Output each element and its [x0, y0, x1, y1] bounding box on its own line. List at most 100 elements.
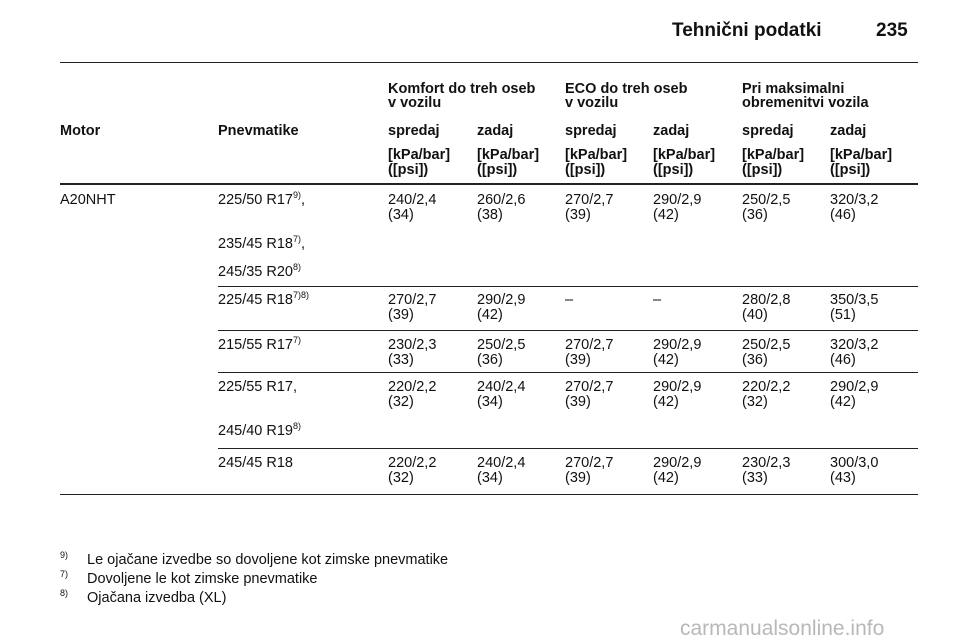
footnote-ref: 7): [292, 234, 301, 244]
rule: [218, 372, 918, 373]
pressure: (36): [742, 352, 768, 368]
pressure: (39): [565, 352, 591, 368]
column-header: Pnevmatike: [218, 123, 299, 139]
column-header: spredaj: [565, 123, 617, 139]
column-header: zadaj: [830, 123, 867, 139]
pressure: –: [565, 292, 574, 308]
pressure: (32): [388, 394, 414, 410]
pressure: 320/3,2: [830, 337, 879, 353]
footnote-mark: 8): [60, 588, 69, 598]
pressure: 290/2,9: [653, 192, 702, 208]
pressure: 290/2,9: [653, 379, 702, 395]
column-header: spredaj: [388, 123, 440, 139]
page-title: Tehnični podatki: [672, 20, 822, 41]
footnote-ref: 7)8): [292, 290, 309, 300]
tire: 245/35 R208): [218, 262, 301, 280]
pressure: 270/2,7: [388, 292, 437, 308]
pressure: (42): [653, 470, 679, 486]
group-header: v vozilu: [565, 95, 619, 111]
pressure: (46): [830, 207, 856, 223]
tire-size: 225/45 R18: [218, 292, 293, 308]
pressure: 300/3,0: [830, 455, 879, 471]
pressure: (33): [742, 470, 768, 486]
tire: 245/45 R18: [218, 456, 293, 471]
pressure: (42): [653, 352, 679, 368]
pressure: (39): [565, 207, 591, 223]
tire: 235/45 R187),: [218, 234, 306, 252]
pressure: (32): [742, 394, 768, 410]
pressure: 220/2,2: [388, 455, 437, 471]
pressure: (34): [388, 207, 414, 223]
pressure: (39): [565, 470, 591, 486]
unit-label: ([psi]): [830, 162, 871, 178]
pressure: 320/3,2: [830, 192, 879, 208]
pressure: 270/2,7: [565, 379, 614, 395]
pressure: 290/2,9: [477, 292, 526, 308]
pressure: (46): [830, 352, 856, 368]
pressure: (32): [388, 470, 414, 486]
tire-size: 235/45 R18: [218, 236, 293, 252]
pressure: 290/2,9: [653, 455, 702, 471]
pressure: 240/2,4: [477, 455, 526, 471]
pressure: (39): [565, 394, 591, 410]
pressure: (42): [477, 307, 503, 323]
footnote-ref: 8): [292, 421, 301, 431]
pressure: (51): [830, 307, 856, 323]
tire-size: 225/55 R17: [218, 379, 293, 395]
rule: [60, 494, 918, 495]
group-header: Pri maksimalni: [742, 81, 845, 97]
tire: 215/55 R177): [218, 335, 301, 353]
pressure: 270/2,7: [565, 337, 614, 353]
pressure: (42): [653, 207, 679, 223]
pressure: 250/2,5: [742, 337, 791, 353]
column-header: zadaj: [653, 123, 690, 139]
rule: [218, 286, 918, 287]
unit-label: ([psi]): [565, 162, 606, 178]
pressure: –: [653, 292, 662, 308]
footnote-text: Dovoljene le kot zimske pnevmatike: [87, 571, 318, 587]
footnote-text: Ojačana izvedba (XL): [87, 590, 227, 606]
rule: [60, 183, 918, 185]
pressure: (43): [830, 470, 856, 486]
rule: [60, 62, 918, 63]
unit-label: ([psi]): [653, 162, 694, 178]
footnote-text: Le ojačane izvedbe so dovoljene kot zims…: [87, 552, 449, 568]
unit-label: ([psi]): [388, 162, 429, 178]
tire-size: 245/35 R20: [218, 264, 293, 280]
pressure: 280/2,8: [742, 292, 791, 308]
group-header: Komfort do treh oseb: [388, 81, 536, 97]
tire-size: 245/45 R18: [218, 455, 293, 471]
tire: 245/40 R198): [218, 421, 301, 439]
footnote-ref: 8): [292, 262, 301, 272]
pressure: 230/2,3: [388, 337, 437, 353]
unit-label: ([psi]): [742, 162, 783, 178]
rule: [218, 330, 918, 331]
pressure: 270/2,7: [565, 455, 614, 471]
pressure: (33): [388, 352, 414, 368]
pressure: 240/2,4: [477, 379, 526, 395]
pressure: (38): [477, 207, 503, 223]
tire: 225/45 R187)8): [218, 290, 309, 308]
unit-label: [kPa/bar]: [477, 147, 540, 163]
pressure: (36): [742, 207, 768, 223]
pressure: 230/2,3: [742, 455, 791, 471]
pressure: 290/2,9: [653, 337, 702, 353]
tire: 225/50 R179),: [218, 191, 306, 208]
pressure: (39): [388, 307, 414, 323]
pressure: (36): [477, 352, 503, 368]
pressure: 260/2,6: [477, 192, 526, 208]
unit-label: ([psi]): [477, 162, 518, 178]
pressure: 240/2,4: [388, 192, 437, 208]
motor: A20NHT: [60, 192, 116, 208]
separator: ,: [301, 236, 306, 252]
separator: ,: [301, 192, 306, 208]
footnote-ref: 7): [292, 335, 301, 345]
group-header: ECO do treh oseb: [565, 81, 688, 97]
pressure: 290/2,9: [830, 379, 879, 395]
tire-size: 245/40 R19: [218, 423, 293, 439]
pressure: (42): [830, 394, 856, 410]
column-header: zadaj: [477, 123, 514, 139]
pressure: 220/2,2: [388, 379, 437, 395]
footnote-mark: 9): [60, 550, 69, 560]
